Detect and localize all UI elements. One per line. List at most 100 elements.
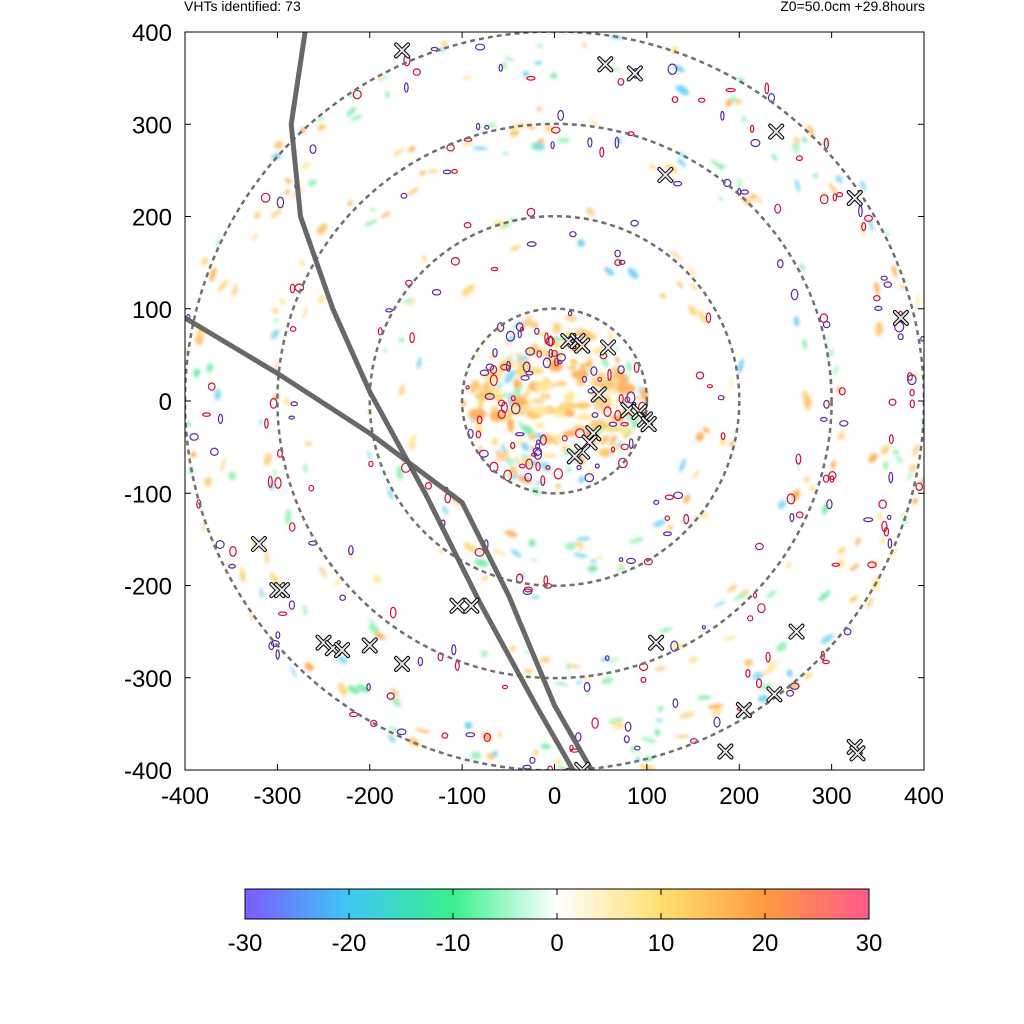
vorticity-blob [228,471,237,481]
vorticity-blob [657,705,664,712]
contour-loop [277,611,288,617]
vorticity-blob [533,380,553,392]
contour-loop [829,475,835,483]
contour-loop [529,756,536,764]
vorticity-blob [554,682,567,686]
vorticity-blob [509,645,516,653]
contour-loop [553,468,564,480]
contour-loop [698,97,706,103]
vht-marker [590,386,607,403]
vorticity-blob [319,566,327,578]
contour-loop [274,477,282,489]
vorticity-blob [575,541,583,547]
contour-loop [822,474,830,483]
contour-loop [617,365,625,375]
vorticity-blob [673,65,685,73]
vorticity-blob [337,682,348,697]
contour-loop [561,434,568,442]
contour-loop [207,382,216,391]
vorticity-blob [531,595,540,600]
vorticity-blob [801,136,808,144]
vht-marker [566,448,583,465]
contour-loop [863,214,873,222]
y-tick-label: -200 [124,574,172,601]
contour-loop [550,126,561,134]
vorticity-blob [522,71,529,77]
contour-loop [389,606,397,619]
vorticity-blob [334,579,341,586]
vht-marker [640,416,657,433]
vorticity-blob [274,141,284,150]
vorticity-blob [470,751,482,760]
vorticity-blob [510,245,521,251]
vorticity-blob [868,453,878,463]
vht-marker-fill [627,66,642,81]
vht-marker-fill [736,703,751,718]
vorticity-blob [654,666,666,671]
vorticity-blob [689,656,698,664]
vorticity-blob [486,753,495,760]
contour-loop [640,676,647,684]
vorticity-blob [540,32,555,33]
vorticity-blob [589,559,597,564]
contour-loop [500,363,511,371]
vorticity-blob [201,521,205,532]
contour-loop [713,716,721,728]
vht-marker-fill [769,124,784,139]
vorticity-blob [492,387,501,393]
contour-loop [630,219,639,227]
contour-loop [831,562,841,567]
contour-loop [564,767,571,770]
vorticity-blob [564,684,569,687]
vorticity-blob [915,294,920,309]
contour-loop [620,443,629,451]
vorticity-blob [509,768,516,770]
vht-marker-fill [450,598,465,613]
vorticity-blob [794,179,801,193]
vorticity-blob [507,417,515,433]
vht-marker-fill [641,417,656,432]
contour-loop [217,413,224,424]
contour-loop [591,412,599,418]
vorticity-blob [461,76,472,80]
vorticity-blob [758,694,768,703]
vht-marker [717,743,734,760]
contour-loop [400,192,408,199]
vorticity-blob [176,384,186,396]
vht-marker [766,686,783,703]
vorticity-blob [590,376,599,388]
vorticity-blob [909,463,917,472]
vorticity-blob [526,367,544,375]
vorticity-blob [566,663,572,670]
vorticity-blob [403,297,413,305]
vorticity-blob [549,773,558,781]
vorticity-blob [776,641,788,652]
contour-loop [514,432,525,437]
vorticity-blob [912,443,920,457]
contour-loop [610,446,616,453]
contour-loop [618,259,626,265]
vorticity-blob [698,310,708,324]
vht-marker [735,702,752,719]
vorticity-blob [575,328,588,334]
vht-marker-fill [718,744,733,759]
contour-loop [888,471,894,484]
vorticity-blob [762,665,776,676]
x-tick-label: 200 [719,783,759,810]
vorticity-blob [584,362,593,367]
contour-loop [526,75,536,81]
contour-loop [584,473,595,483]
vorticity-blob [556,137,571,143]
vorticity-blob [500,62,508,70]
vorticity-blob [678,712,695,719]
contour-loop [695,371,705,380]
vorticity-blob [835,175,843,184]
contour-loop [557,109,565,121]
vorticity-blob [617,441,622,447]
contour-loop [749,124,755,133]
contour-loop [475,430,482,439]
contour-loop [839,420,849,427]
contour-loop [878,499,888,509]
contour-loop [451,168,458,174]
vorticity-blob [827,348,834,357]
